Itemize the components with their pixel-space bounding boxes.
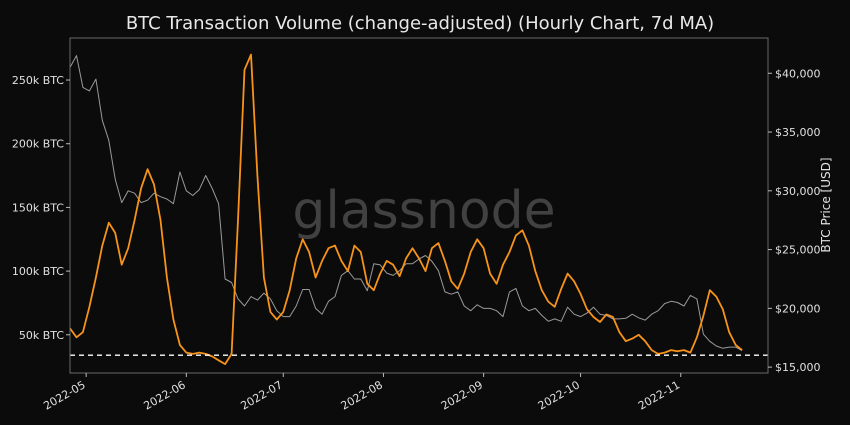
- left-tick-label: 150k BTC: [12, 201, 64, 214]
- right-tick-label: $15,000: [775, 361, 821, 374]
- series-line-btc-price: [69, 55, 743, 352]
- right-tick-label: $30,000: [775, 185, 821, 198]
- series-line-transaction-volume: [69, 53, 743, 366]
- left-tick-label: 50k BTC: [19, 329, 64, 342]
- right-tick-label: $40,000: [775, 67, 821, 80]
- series-layer: [69, 53, 743, 366]
- left-tick-label: 200k BTC: [12, 138, 64, 151]
- plot-frame: [69, 37, 769, 374]
- right-axis-label: BTC Price [USD]: [819, 157, 833, 252]
- left-axis: 50k BTC 100k BTC 150k BTC 200k BTC 250k BTC: [12, 74, 70, 342]
- left-tick-label: 100k BTC: [12, 265, 64, 278]
- right-tick-label: $25,000: [775, 244, 821, 257]
- right-tick-label: $20,000: [775, 302, 821, 315]
- left-tick-label: 250k BTC: [12, 74, 64, 87]
- chart-title: BTC Transaction Volume (change-adjusted)…: [126, 13, 714, 34]
- watermark: glassnode: [292, 181, 555, 241]
- right-axis: $15,000 $20,000 $25,000 $30,000 $35,000 $40,0…: [768, 67, 821, 374]
- right-tick-label: $35,000: [775, 126, 821, 139]
